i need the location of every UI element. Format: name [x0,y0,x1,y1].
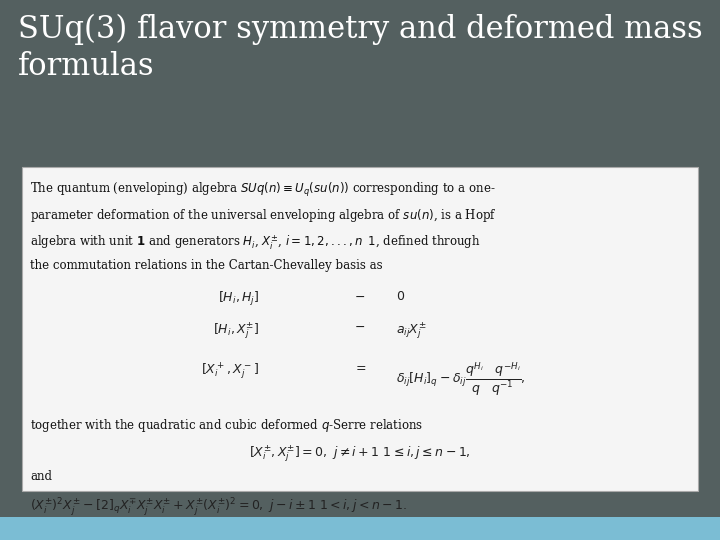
FancyBboxPatch shape [0,517,720,540]
Text: together with the quadratic and cubic deformed $q$-Serre relations: together with the quadratic and cubic de… [30,417,423,434]
Text: $-$: $-$ [354,320,366,333]
Text: $\delta_{ij}[H_i]_q - \delta_{ij}\dfrac{q^{H_i} \quad q^{-H_i}}{q \quad q^{-1}},: $\delta_{ij}[H_i]_q - \delta_{ij}\dfrac{… [396,360,526,398]
Text: $0$: $0$ [396,290,405,303]
Text: $(X_i^{\pm})^2 X_j^{\pm} - [2]_q X_i^{\mp} X_j^{\pm} X_i^{\pm} + X_j^{\pm}(X_i^{: $(X_i^{\pm})^2 X_j^{\pm} - [2]_q X_i^{\m… [30,496,408,517]
Text: the commutation relations in the Cartan-Chevalley basis as: the commutation relations in the Cartan-… [30,259,383,272]
Text: algebra with unit $\mathbf{1}$ and generators $H_i$, $X_i^{\pm}$, $i = 1, 2, ...: algebra with unit $\mathbf{1}$ and gener… [30,233,481,252]
Text: $-$: $-$ [354,290,366,303]
Text: The quantum (enveloping) algebra $SUq(n) \equiv U_q(su(n))$ corresponding to a o: The quantum (enveloping) algebra $SUq(n)… [30,181,496,199]
Text: and: and [30,470,53,483]
Text: $[X_i^+, X_j^-]$: $[X_i^+, X_j^-]$ [201,360,259,381]
Text: $a_{ij} X_j^{\pm}$: $a_{ij} X_j^{\pm}$ [396,320,427,341]
Text: $[X_i^{\pm}, X_j^{\pm}] = 0, \ j \neq i+1 \ 1 \leq i, j \leq n-1,$: $[X_i^{\pm}, X_j^{\pm}] = 0, \ j \neq i+… [249,443,471,464]
Text: parameter deformation of the universal enveloping algebra of $su(n)$, is a Hopf: parameter deformation of the universal e… [30,207,497,224]
FancyBboxPatch shape [22,167,698,491]
Text: $[H_i, X_j^{\pm}]$: $[H_i, X_j^{\pm}]$ [213,320,259,341]
Text: SUq(3) flavor symmetry and deformed mass
formulas: SUq(3) flavor symmetry and deformed mass… [18,14,703,82]
Text: $=$: $=$ [353,360,367,373]
Text: $[H_i, H_j]$: $[H_i, H_j]$ [217,290,259,308]
